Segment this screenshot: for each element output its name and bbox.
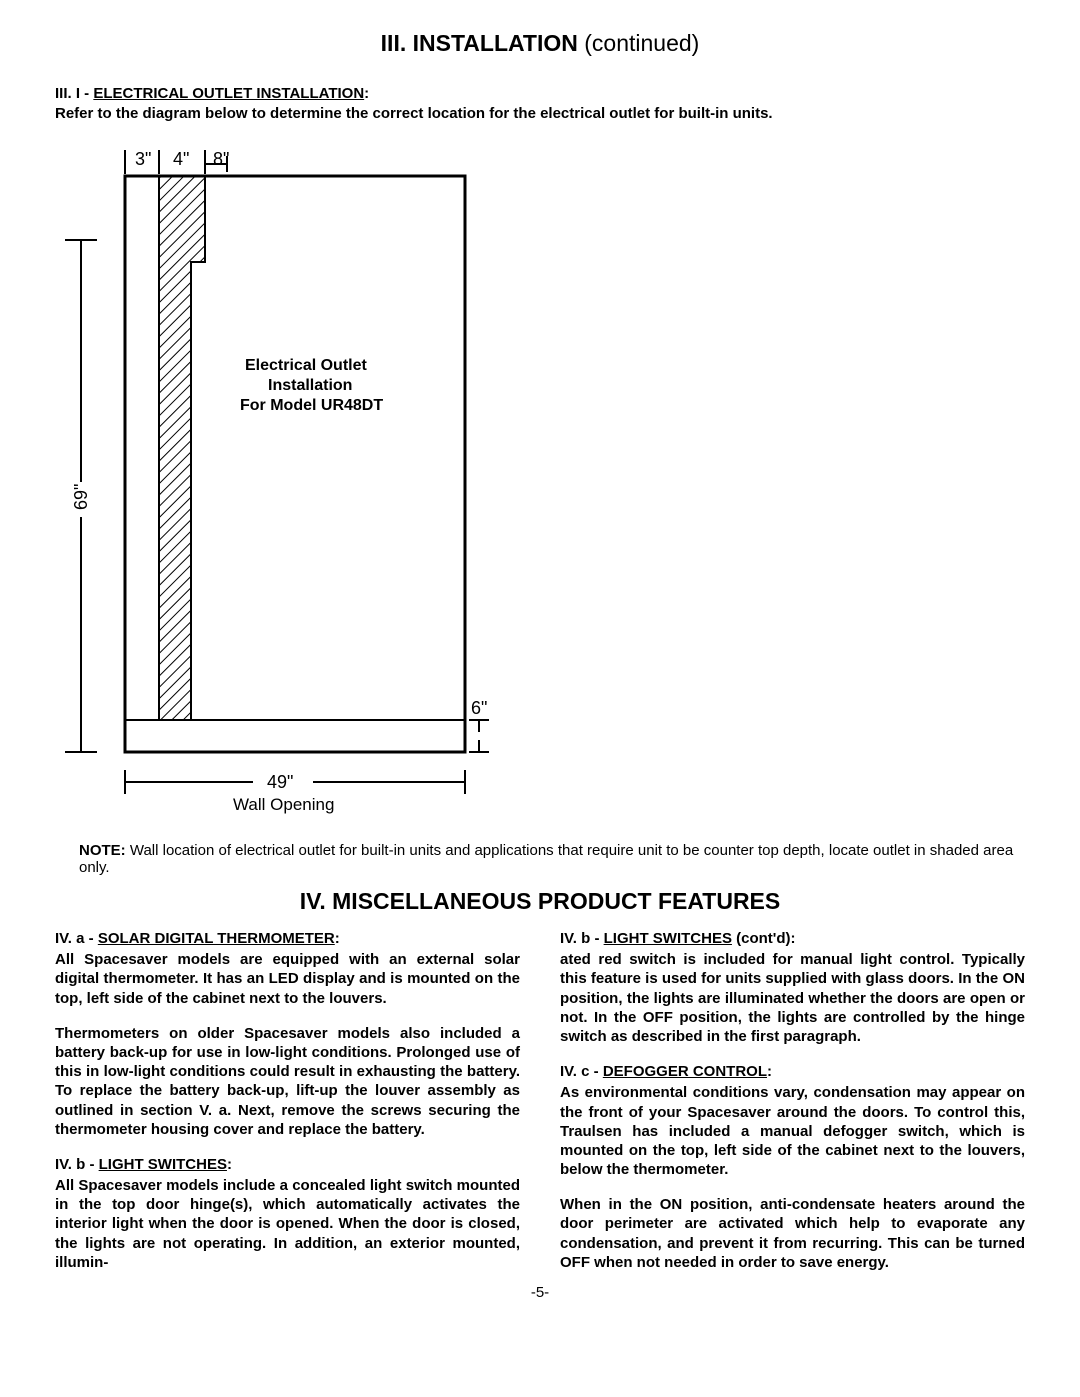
IV-b-cont-p1: ated red switch is included for manual l… [560, 950, 1025, 1046]
wall-opening-label: Wall Opening [233, 795, 334, 814]
two-column-body: IV. a - SOLAR DIGITAL THERMOMETER: All S… [55, 929, 1025, 1272]
note-label: NOTE: [79, 842, 126, 859]
h-colon: : [767, 1063, 772, 1080]
sec-underlined: ELECTRICAL OUTLET INSTALLATION [93, 85, 364, 102]
diagram-label-2: Installation [268, 377, 352, 394]
h-colon: : [335, 930, 340, 947]
h-ul: DEFOGGER CONTROL [603, 1063, 767, 1080]
h-prefix: IV. b - [55, 1156, 99, 1173]
h-colon: : [227, 1156, 232, 1173]
dim-49: 49" [267, 772, 293, 792]
IV-c-heading: IV. c - DEFOGGER CONTROL: [560, 1062, 1025, 1081]
IV-c-p1: As environmental conditions vary, conden… [560, 1083, 1025, 1179]
IV-a-heading: IV. a - SOLAR DIGITAL THERMOMETER: [55, 929, 520, 948]
h-prefix: IV. c - [560, 1063, 603, 1080]
IV-b-heading: IV. b - LIGHT SWITCHES: [55, 1155, 520, 1174]
outlet-diagram: 3" 4" 8" 6" [35, 132, 525, 836]
sec-prefix: III. I - [55, 85, 93, 102]
h-prefix: IV. b - [560, 930, 604, 947]
IV-b-p1: All Spacesaver models include a conceale… [55, 1176, 520, 1272]
page-title: III. INSTALLATION (continued) [55, 30, 1025, 57]
h-cont: (cont'd): [732, 930, 796, 947]
diagram-label-3: For Model UR48DT [240, 397, 383, 414]
right-column: IV. b - LIGHT SWITCHES (cont'd): ated re… [560, 929, 1025, 1272]
page-number: -5- [55, 1284, 1025, 1301]
section-III-I-heading: III. I - ELECTRICAL OUTLET INSTALLATION: [55, 85, 1025, 102]
h-prefix: IV. a - [55, 930, 98, 947]
left-column: IV. a - SOLAR DIGITAL THERMOMETER: All S… [55, 929, 520, 1272]
dim-3: 3" [135, 149, 151, 169]
sec-colon: : [364, 85, 369, 102]
page-title-bold: III. INSTALLATION [381, 30, 578, 56]
refer-text: Refer to the diagram below to determine … [55, 105, 1025, 122]
IV-b-cont-heading: IV. b - LIGHT SWITCHES (cont'd): [560, 929, 1025, 948]
diagram-svg: 3" 4" 8" 6" [35, 132, 525, 832]
section-IV-title: IV. MISCELLANEOUS PRODUCT FEATURES [55, 888, 1025, 915]
h-ul: LIGHT SWITCHES [604, 930, 732, 947]
dim-4: 4" [173, 149, 189, 169]
note-block: NOTE: Wall location of electrical outlet… [55, 842, 1025, 876]
IV-a-p1: All Spacesaver models are equipped with … [55, 950, 520, 1008]
dim-6: 6" [471, 698, 487, 718]
IV-a-p2: Thermometers on older Spacesaver models … [55, 1024, 520, 1139]
dim-8: 8" [213, 149, 229, 169]
page-title-rest: (continued) [578, 30, 699, 56]
dim-69: 69" [71, 484, 91, 510]
diagram-label-1: Electrical Outlet [245, 357, 367, 374]
note-text: Wall location of electrical outlet for b… [79, 842, 1013, 876]
h-ul: SOLAR DIGITAL THERMOMETER [98, 930, 335, 947]
IV-c-p2: When in the ON position, anti-condensate… [560, 1195, 1025, 1272]
h-ul: LIGHT SWITCHES [99, 1156, 227, 1173]
